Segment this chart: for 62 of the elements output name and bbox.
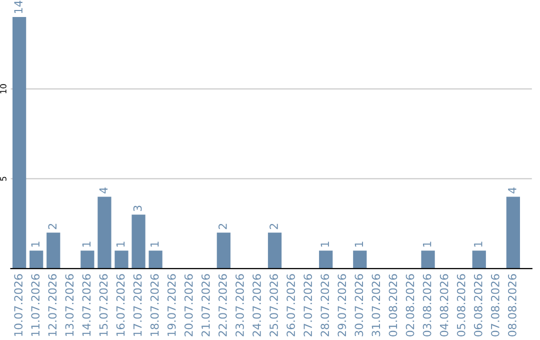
x-tick-label: 03.08.2026 (422, 274, 432, 336)
x-tick-label: 21.07.2026 (201, 274, 210, 336)
bar (216, 232, 230, 269)
data-label: 1 (116, 242, 125, 247)
data-label: 1 (422, 242, 432, 247)
data-label: 1 (354, 242, 363, 247)
bar (132, 214, 146, 269)
x-tick-label: 26.07.2026 (286, 274, 296, 336)
data-label: 1 (474, 242, 482, 247)
x-tick-label: 23.07.2026 (236, 274, 244, 336)
x-tick-label: 17.07.2026 (133, 274, 142, 336)
bar (421, 250, 435, 269)
data-label: 4 (508, 187, 516, 194)
x-tick-label: 05.08.2026 (456, 274, 466, 336)
x-tick-label: 15.07.2026 (99, 274, 108, 336)
data-label: 14 (14, 0, 22, 13)
x-tick-label: 25.07.2026 (270, 274, 278, 336)
x-tick-label: 13.07.2026 (65, 274, 74, 336)
x-tick-label: 02.08.2026 (406, 274, 414, 336)
bar (46, 232, 60, 269)
bar (353, 250, 367, 269)
data-label: 1 (31, 242, 40, 247)
bar (114, 250, 128, 269)
y-tick-label: 5 (0, 176, 6, 181)
bar (506, 196, 520, 269)
x-tick-label: 20.07.2026 (184, 274, 193, 336)
x-tick-label: 01.08.2026 (388, 274, 398, 336)
bar (268, 232, 282, 269)
data-label: 1 (320, 242, 329, 247)
bar (98, 196, 112, 269)
x-tick-label: 06.08.2026 (474, 274, 482, 336)
x-tick-label: 04.08.2026 (440, 274, 448, 336)
bar (30, 250, 44, 269)
bar (148, 250, 162, 269)
data-label: 3 (133, 206, 142, 212)
data-label: 2 (270, 224, 278, 230)
bar (12, 17, 26, 269)
x-tick-label: 29.07.2026 (338, 274, 346, 336)
x-tick-label: 24.07.2026 (252, 274, 261, 336)
data-label: 2 (48, 224, 56, 230)
x-tick-label: 10.07.2026 (14, 274, 23, 336)
bar (319, 250, 333, 269)
data-label: 1 (150, 242, 159, 247)
x-tick-label: 18.07.2026 (150, 274, 159, 336)
x-tick-label: 31.07.2026 (372, 274, 380, 336)
bar (472, 250, 486, 269)
y-tick-label: 10 (0, 84, 6, 94)
x-tick-label: 11.07.2026 (31, 274, 40, 336)
x-tick-label: 16.07.2026 (116, 274, 125, 336)
x-tick-label: 22.07.2026 (218, 274, 227, 336)
data-label: 1 (82, 242, 90, 247)
x-tick-label: 19.07.2026 (167, 274, 176, 336)
x-tick-label: 07.08.2026 (490, 274, 500, 336)
bar (80, 250, 94, 269)
x-tick-label: 27.07.2026 (304, 274, 312, 336)
x-tick-label: 14.07.2026 (82, 274, 91, 336)
x-tick-label: 30.07.2026 (354, 274, 364, 336)
x-tick-label: 08.08.2026 (508, 274, 516, 336)
data-label: 4 (99, 187, 108, 194)
x-tick-label: 12.07.2026 (48, 274, 57, 336)
x-tick-label: 28.07.2026 (320, 274, 330, 336)
data-label: 2 (218, 224, 227, 230)
